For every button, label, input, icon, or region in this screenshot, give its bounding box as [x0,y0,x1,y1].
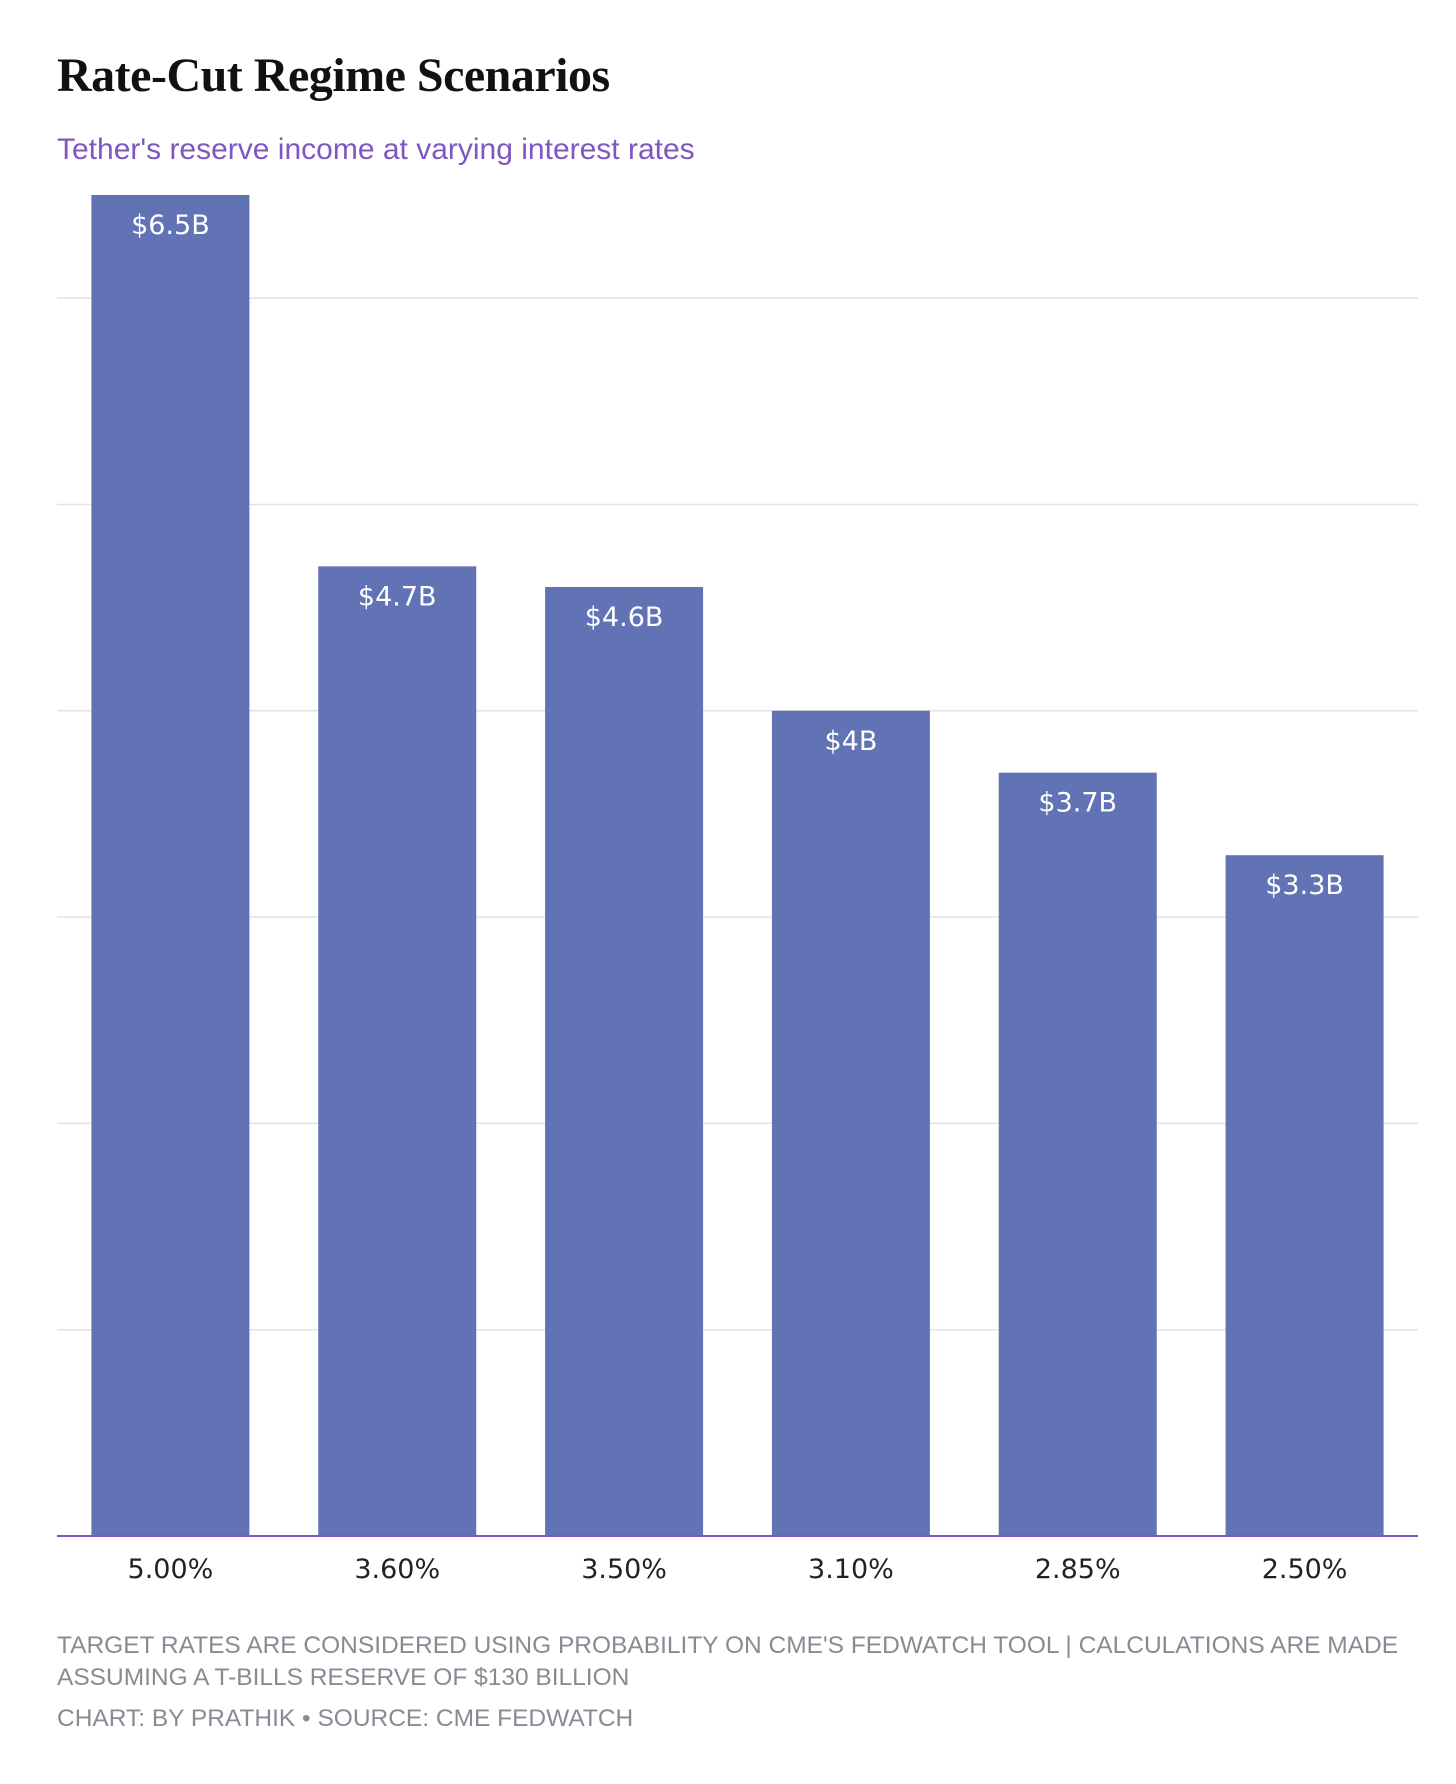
chart-title: Rate-Cut Regime Scenarios [57,49,610,102]
bar-value-label: $3.3B [1265,870,1344,901]
bars: $6.5B $4.7B $4.6B $4B $3.7B $3.3B [91,195,1384,1536]
x-axis-ticks: 5.00% 3.60% 3.50% 3.10% 2.85% 2.50% [128,1554,1348,1585]
bar-5.00% [91,195,250,1536]
bar-chart: $6.5B $4.7B $4.6B $4B $3.7B $3.3B 5.00% 3.60% 3… [57,195,1418,1585]
bar-3.10% [771,710,930,1536]
bar-value-label: $4B [824,726,877,757]
x-tick-label: 2.50% [1262,1554,1348,1585]
x-tick-label: 3.10% [808,1554,894,1585]
bar-value-label: $4.7B [358,581,437,612]
bar-3.50% [545,586,704,1536]
bar-2.85% [998,772,1157,1536]
x-tick-label: 2.85% [1035,1554,1121,1585]
bar-value-label: $6.5B [131,210,210,241]
x-tick-label: 5.00% [128,1554,214,1585]
footnote: TARGET RATES ARE CONSIDERED USING PROBAB… [57,1632,1399,1691]
bar-3.60% [318,566,477,1536]
bar-value-label: $3.7B [1038,788,1117,819]
x-tick-label: 3.50% [581,1554,667,1585]
chart-subtitle: Tether's reserve income at varying inter… [57,133,695,166]
bar-2.50% [1225,855,1384,1536]
x-tick-label: 3.60% [354,1554,440,1585]
gridlines [57,297,1418,1331]
bar-value-label: $4.6B [585,602,664,633]
chart-credits: CHART: BY PRATHIK • SOURCE: CME FEDWATCH [57,1705,634,1732]
